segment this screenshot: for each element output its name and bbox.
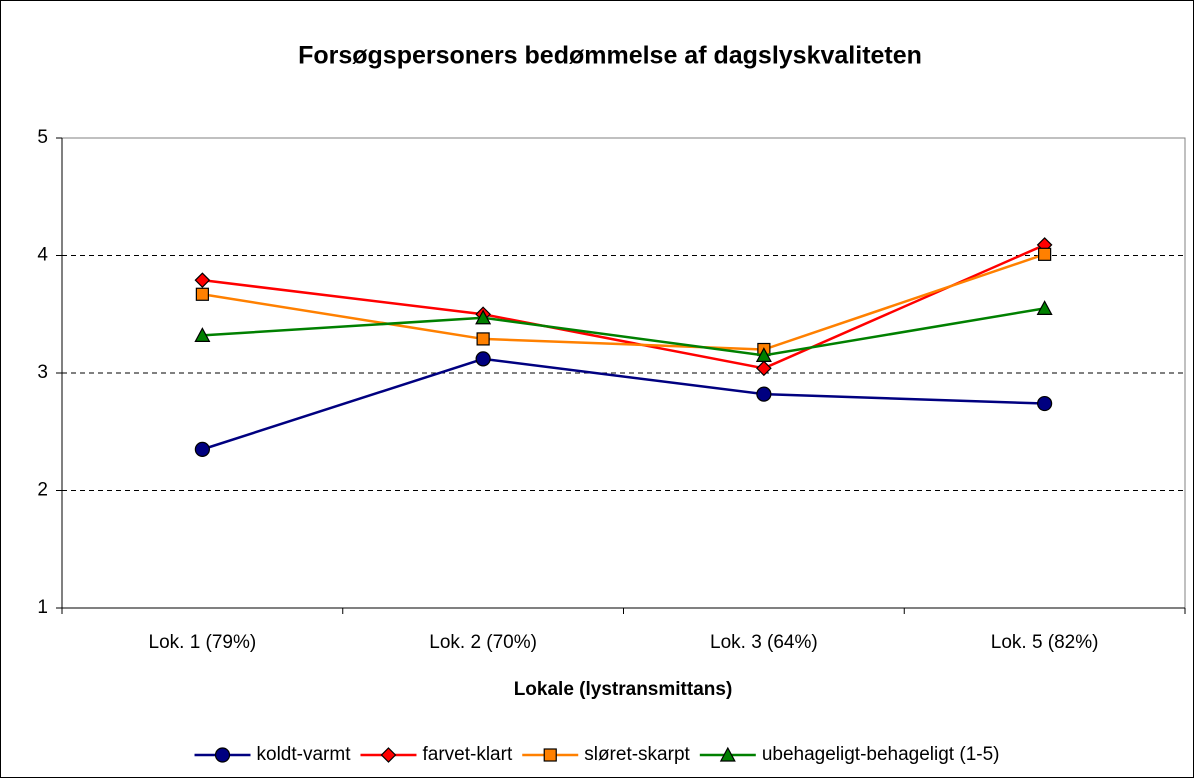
marker <box>195 287 209 301</box>
marker <box>380 747 397 763</box>
marker <box>1038 247 1052 261</box>
chart-title: Forsøgspersoners bedømmelse af dagslyskv… <box>298 42 922 70</box>
marker <box>1037 395 1053 412</box>
marker <box>194 327 211 342</box>
y-tick-label: 1 <box>37 597 48 618</box>
marker <box>214 747 231 763</box>
x-tick-label: Lok. 2 (70%) <box>429 632 537 653</box>
marker <box>194 441 210 457</box>
y-tick-label: 3 <box>37 362 48 383</box>
series-line <box>202 253 1046 351</box>
marker <box>1036 300 1053 315</box>
marker <box>756 360 772 377</box>
marker <box>475 351 491 367</box>
marker <box>756 386 772 402</box>
marker <box>194 272 211 289</box>
legend-label: ubehageligt-behageligt (1-5) <box>762 744 1000 765</box>
series-line <box>201 357 1045 451</box>
x-tick-label: Lok. 5 (82%) <box>991 632 1099 653</box>
x-tick-label: Lok. 3 (64%) <box>710 632 818 653</box>
x-axis-label: Lokale (lystransmittans) <box>514 679 733 700</box>
y-tick-label: 5 <box>37 127 48 148</box>
marker <box>475 309 492 325</box>
x-tick-label: Lok. 1 (79%) <box>149 632 257 653</box>
marker <box>755 347 772 362</box>
legend-label: koldt-varmt <box>257 744 352 765</box>
marker <box>719 746 736 762</box>
series-line <box>202 307 1045 357</box>
marker <box>543 748 557 762</box>
legend-label: sløret-skarpt <box>584 744 690 765</box>
y-tick-label: 4 <box>37 245 48 266</box>
y-tick-label: 2 <box>37 480 48 501</box>
marker <box>476 332 490 346</box>
legend-label: farvet-klart <box>422 744 512 765</box>
series-line <box>202 243 1046 370</box>
